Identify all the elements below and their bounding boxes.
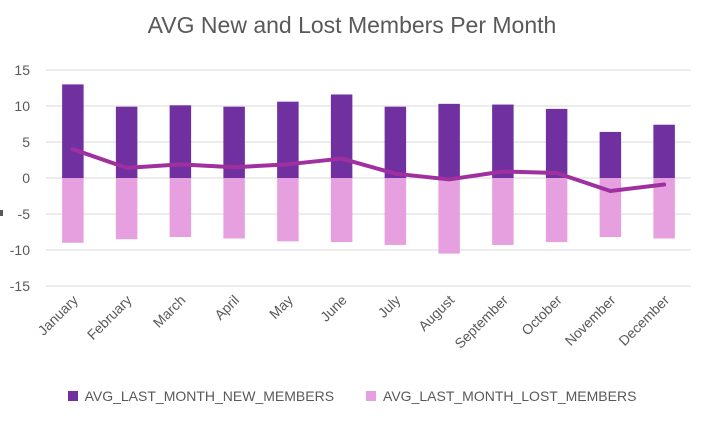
bar-new-members — [599, 131, 622, 178]
legend-swatch-new-members — [67, 391, 78, 401]
edge-mark-left — [0, 210, 3, 216]
bar-new-members — [223, 106, 245, 178]
bar-lost-members — [330, 178, 353, 243]
bar-lost-members — [115, 178, 138, 240]
x-category-label: January — [34, 292, 81, 339]
bar-lost-members — [62, 178, 84, 243]
y-tick-label: 0 — [22, 170, 30, 186]
legend: AVG_LAST_MONTH_NEW_MEMBERS AVG_LAST_MONT… — [0, 388, 704, 404]
legend-swatch-lost-members — [366, 391, 377, 401]
bar-lost-members — [384, 178, 407, 245]
bar-new-members — [169, 105, 192, 178]
bar-lost-members — [223, 178, 245, 239]
x-category-label: February — [84, 292, 135, 343]
bar-lost-members — [277, 178, 299, 242]
x-category-label: June — [317, 292, 350, 325]
bar-new-members — [115, 106, 138, 178]
x-category-label: March — [150, 292, 189, 331]
x-category-label: November — [562, 292, 619, 349]
y-tick-label: -10 — [10, 242, 30, 258]
y-tick-label: 15 — [14, 62, 30, 78]
x-category-label: December — [615, 292, 672, 349]
x-category-label: July — [375, 292, 404, 321]
chart-title: AVG New and Lost Members Per Month — [147, 12, 557, 38]
x-category-label: August — [415, 292, 457, 334]
y-tick-label: 5 — [22, 134, 30, 150]
bar-lost-members — [599, 178, 622, 238]
bar-lost-members — [492, 178, 514, 245]
bar-new-members — [330, 94, 353, 178]
bar-lost-members — [545, 178, 568, 243]
legend-item-new-members: AVG_LAST_MONTH_NEW_MEMBERS — [67, 388, 335, 404]
bar-new-members — [545, 108, 568, 178]
bar-lost-members — [169, 178, 192, 238]
bar-new-members — [653, 124, 675, 178]
bar-new-members — [438, 103, 460, 178]
x-category-label: September — [451, 292, 511, 352]
bar-lost-members — [438, 178, 460, 254]
y-tick-label: -15 — [10, 278, 30, 294]
bar-new-members — [384, 106, 407, 178]
legend-label-new-members: AVG_LAST_MONTH_NEW_MEMBERS — [84, 388, 335, 404]
legend-label-lost-members: AVG_LAST_MONTH_LOST_MEMBERS — [383, 388, 637, 404]
bar-lost-members — [653, 178, 675, 239]
y-tick-label: 10 — [14, 98, 30, 114]
bar-new-members — [277, 101, 299, 178]
x-category-label: April — [211, 292, 242, 323]
x-category-label: May — [266, 292, 296, 322]
bar-new-members — [62, 84, 84, 178]
x-category-label: October — [518, 292, 565, 339]
y-tick-label: -5 — [18, 206, 31, 222]
legend-item-lost-members: AVG_LAST_MONTH_LOST_MEMBERS — [366, 388, 636, 404]
bar-new-members — [492, 104, 514, 178]
net-members-line — [70, 147, 667, 193]
